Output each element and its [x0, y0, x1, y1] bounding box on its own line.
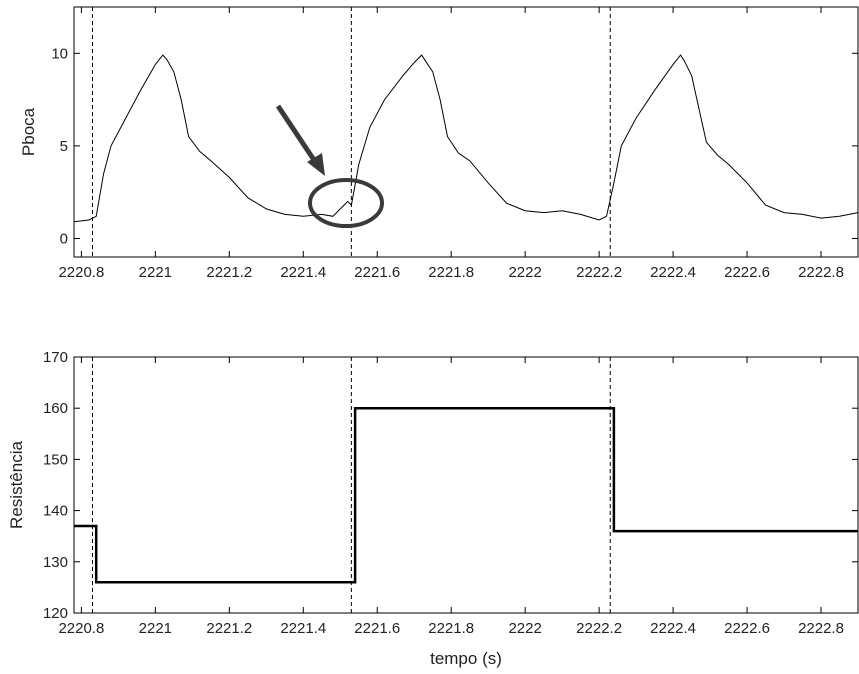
y-tick-label: 160 [43, 400, 68, 417]
x-tick-label: 2222.4 [650, 620, 696, 637]
x-tick-label: 2222.8 [798, 620, 844, 637]
event-lines [91, 357, 611, 613]
y-ticks: 120 130 140 150 160 170 [43, 349, 858, 622]
x-ticks: 2220.8 2221 2221.2 2221.4 2221.6 2221.8 2222 22… [58, 7, 844, 281]
x-tick-label: 2222.6 [724, 620, 770, 637]
x-tick-label: 2221.2 [206, 620, 252, 637]
chart-pboca: 2220.8 2221 2221.2 2221.4 2221.6 2221.8 2222 22… [19, 6, 859, 281]
y-tick-label: 170 [43, 349, 68, 366]
x-tick-label: 2221 [139, 264, 172, 281]
x-tick-label: 2220.8 [58, 620, 104, 637]
y-tick-label: 10 [51, 45, 68, 62]
x-tick-label: 2221.4 [280, 264, 326, 281]
annotation-circle-icon [308, 178, 384, 228]
x-tick-label: 2221.4 [280, 620, 326, 637]
resistencia-series-line [74, 406, 858, 584]
x-tick-label: 2221.6 [354, 264, 400, 281]
x-tick-label: 2221 [139, 620, 172, 637]
x-tick-label: 2222.2 [576, 620, 622, 637]
x-axis-label: tempo (s) [430, 649, 502, 668]
y-ticks: 0 5 10 [51, 45, 858, 247]
y-tick-label: 150 [43, 451, 68, 468]
annotation-arrow-icon [275, 104, 325, 176]
chart-resistencia: 2220.8 2221 2221.2 2221.4 2221.6 2221.8 2222 22… [7, 349, 859, 668]
x-ticks: 2220.8 2221 2221.2 2221.4 2221.6 2221.8 2222 22… [58, 357, 844, 637]
y-axis-label: Pboca [19, 107, 38, 156]
x-tick-label: 2222 [508, 620, 541, 637]
x-tick-label: 2221.8 [428, 620, 474, 637]
y-tick-label: 130 [43, 554, 68, 571]
x-tick-label: 2222.6 [724, 264, 770, 281]
pboca-series-line [73, 54, 859, 223]
x-tick-label: 2220.8 [58, 264, 104, 281]
plot-frame [73, 6, 859, 258]
x-tick-label: 2222.4 [650, 264, 696, 281]
x-tick-label: 2221.6 [354, 620, 400, 637]
y-tick-label: 120 [43, 605, 68, 622]
y-tick-label: 140 [43, 503, 68, 520]
y-axis-label: Resistência [7, 441, 26, 529]
x-tick-label: 2222.8 [798, 264, 844, 281]
plot-frame [73, 356, 859, 614]
x-tick-label: 2221.8 [428, 264, 474, 281]
x-tick-label: 2222 [508, 264, 541, 281]
y-tick-label: 0 [60, 230, 68, 247]
x-tick-label: 2222.2 [576, 264, 622, 281]
y-tick-label: 5 [60, 138, 68, 155]
x-tick-label: 2221.2 [206, 264, 252, 281]
